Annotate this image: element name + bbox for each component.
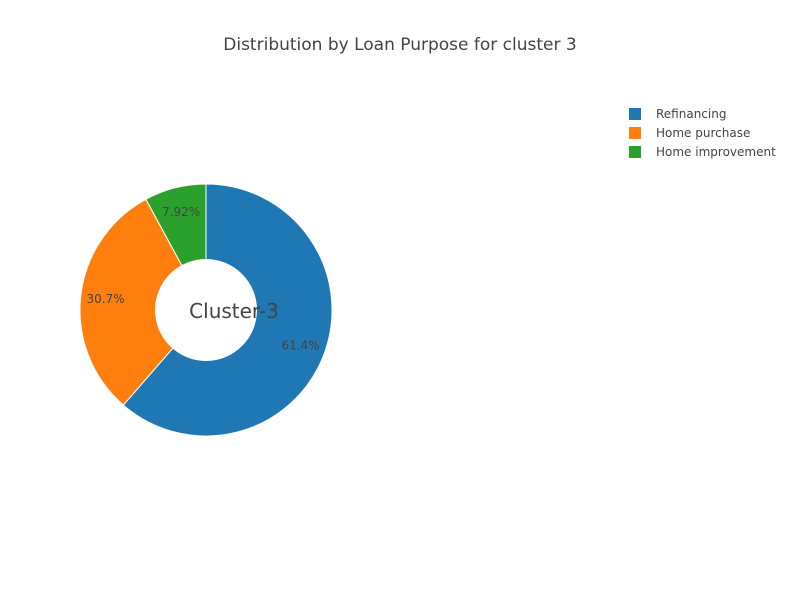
slice-home-purchase[interactable] bbox=[79, 198, 207, 406]
slice-labels: 61.4% 30.7% 7.92% bbox=[87, 205, 320, 352]
legend-swatch bbox=[629, 108, 641, 120]
legend-label: Home purchase bbox=[656, 126, 750, 140]
slice-label-home-purchase: 30.7% bbox=[87, 292, 125, 306]
legend-item-home-purchase[interactable]: Home purchase bbox=[629, 126, 750, 140]
legend-label: Home improvement bbox=[656, 145, 776, 159]
center-label: Cluster-3 bbox=[189, 299, 279, 323]
legend-label: Refinancing bbox=[656, 107, 726, 121]
slice-label-refinancing: 61.4% bbox=[282, 338, 320, 352]
slice-label-home-improvement: 7.92% bbox=[162, 205, 200, 219]
legend-swatch bbox=[629, 146, 641, 158]
legend-swatch bbox=[629, 127, 641, 139]
legend-item-home-improvement[interactable]: Home improvement bbox=[629, 145, 776, 159]
legend-item-refinancing[interactable]: Refinancing bbox=[629, 107, 726, 121]
donut-hole bbox=[155, 259, 257, 361]
chart-title: Distribution by Loan Purpose for cluster… bbox=[223, 35, 576, 55]
legend: Refinancing Home purchase Home improvement bbox=[629, 107, 776, 159]
